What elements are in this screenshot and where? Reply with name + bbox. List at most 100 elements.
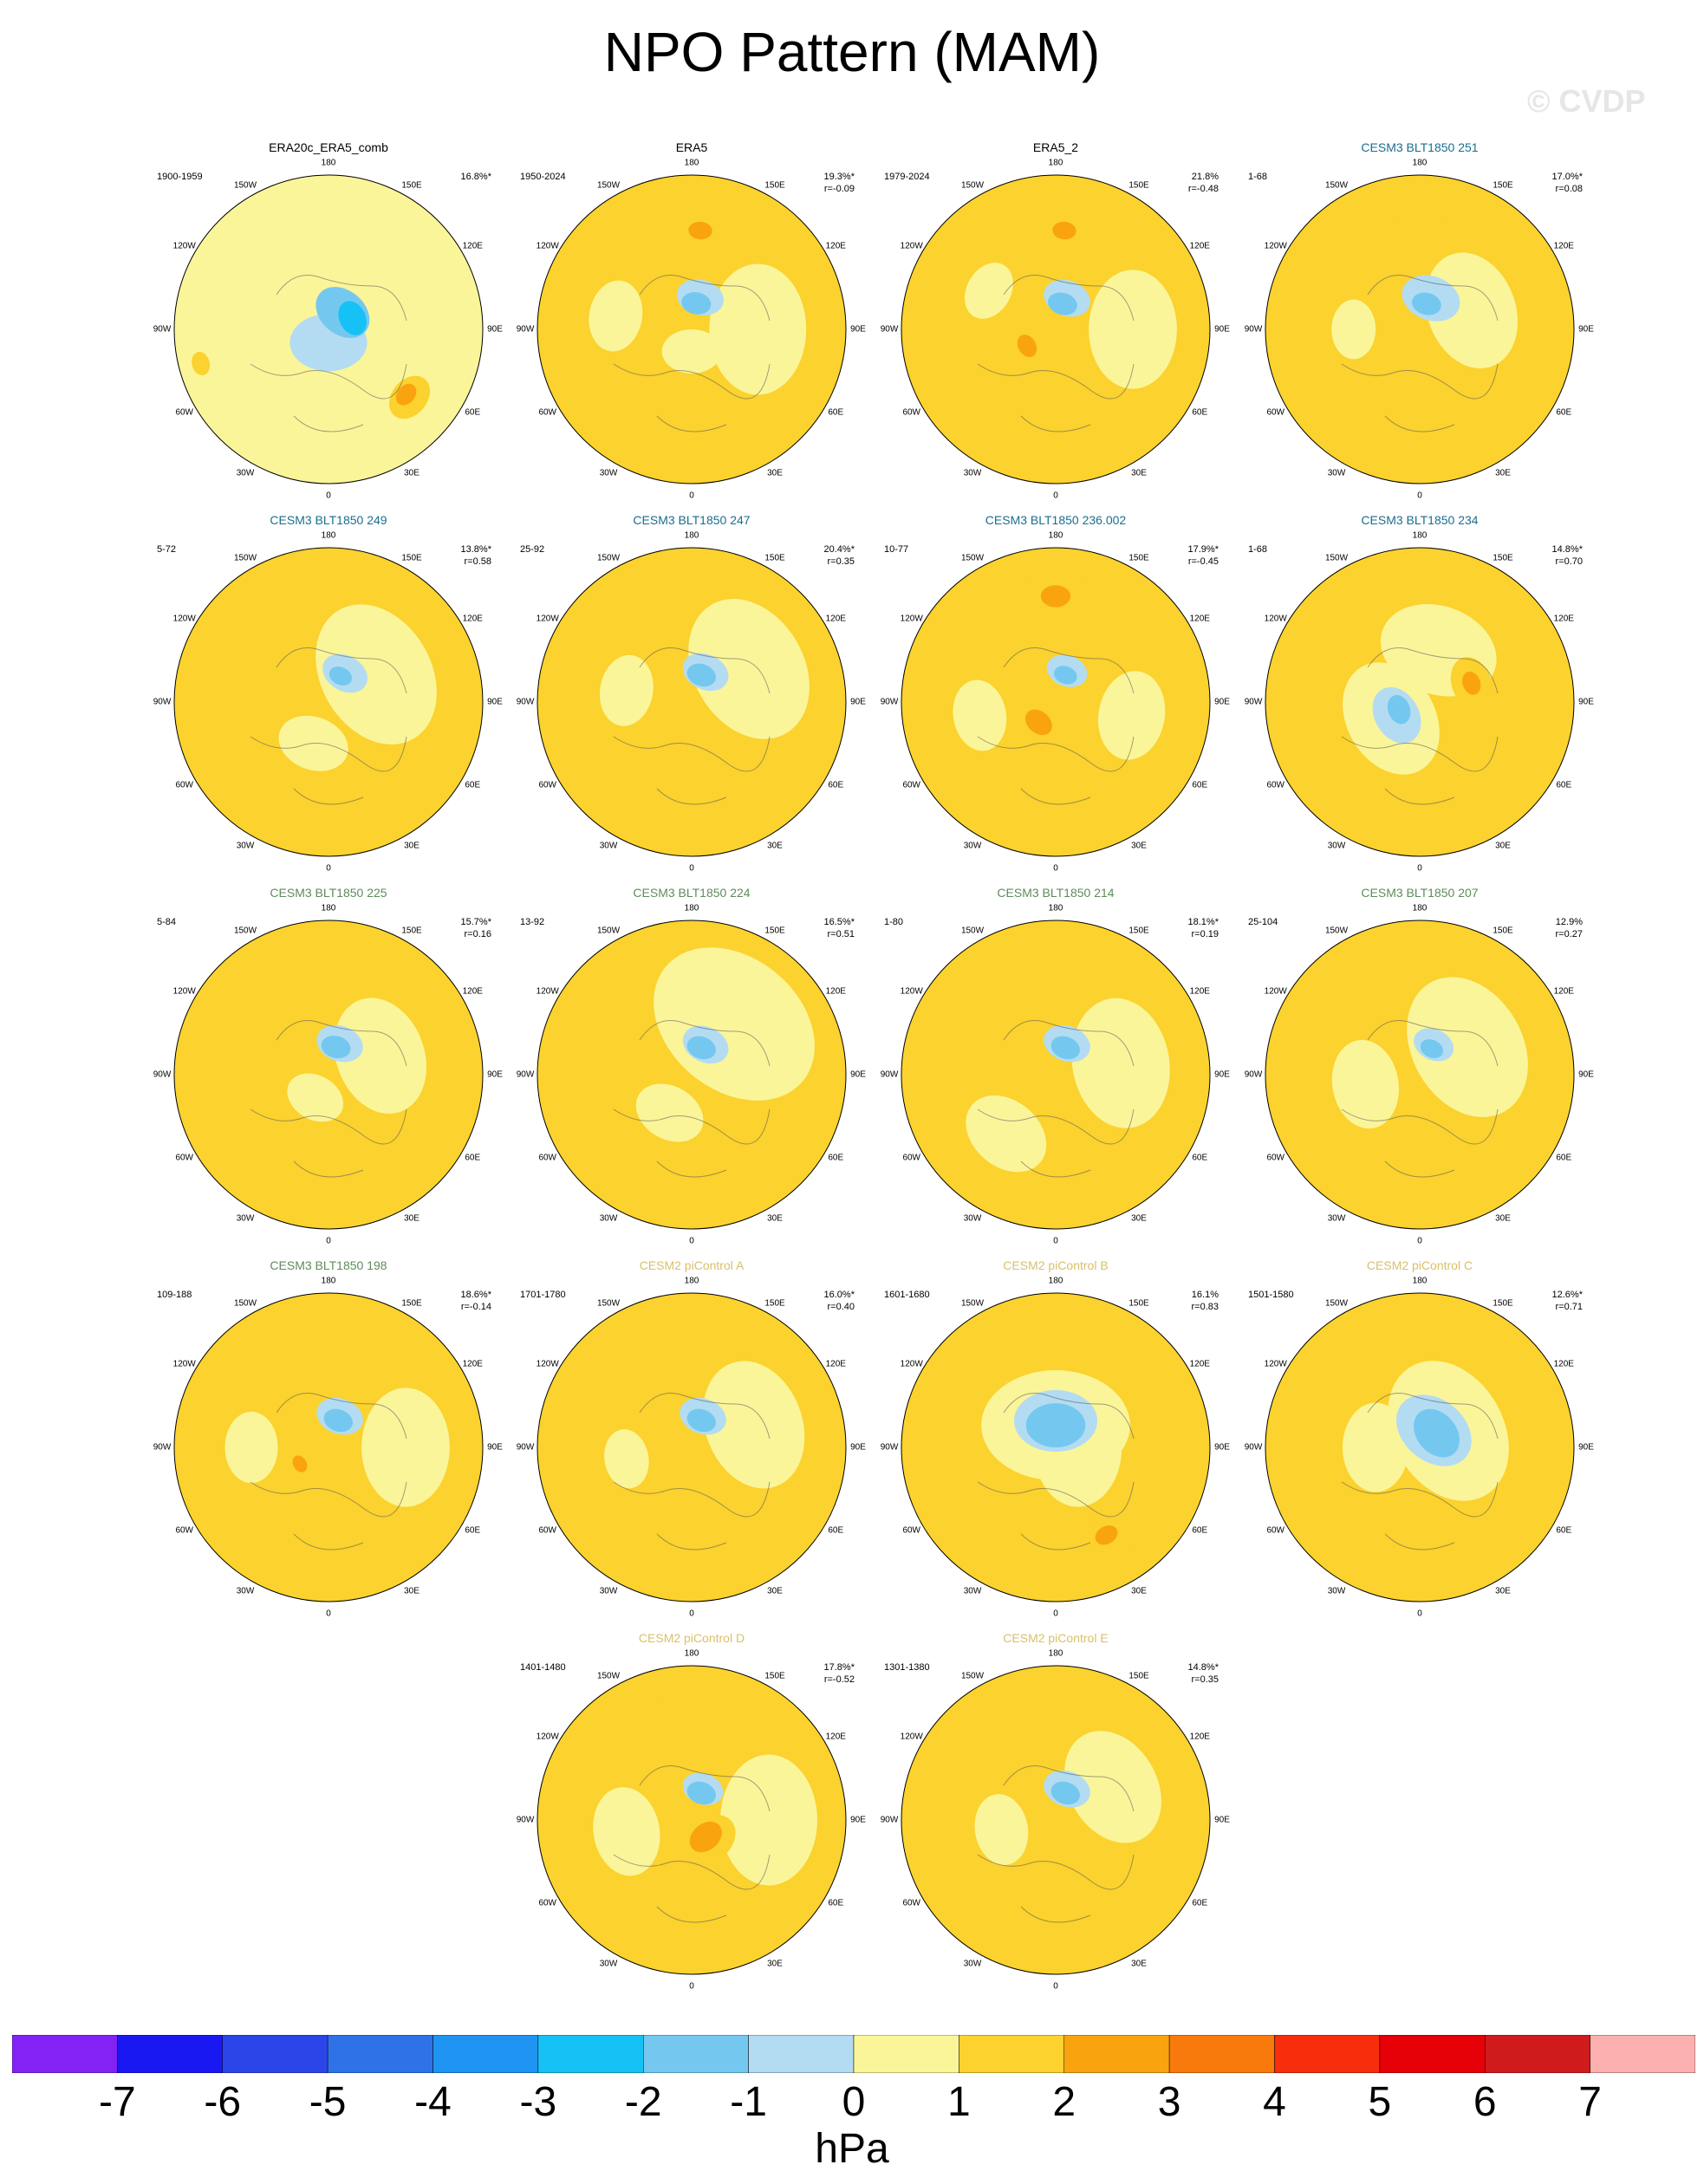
longitude-label: 150W	[233, 926, 257, 936]
map-background	[174, 1293, 483, 1602]
longitude-label: 60W	[902, 1525, 920, 1536]
longitude-label: 120W	[900, 986, 923, 997]
longitude-label: 60W	[1266, 1525, 1285, 1536]
anomaly-contour	[593, 1787, 660, 1876]
map-border	[537, 1665, 847, 1975]
colorbar-swatch	[853, 2035, 959, 2073]
longitude-label: 90W	[153, 1069, 172, 1080]
map-border	[173, 174, 484, 484]
longitude-label: 60E	[1556, 1153, 1572, 1163]
anomaly-contour	[1047, 292, 1077, 315]
anomaly-contour	[287, 1073, 344, 1122]
coastline	[977, 275, 1135, 432]
longitude-label: 30E	[404, 841, 419, 851]
anomaly-contour	[192, 351, 211, 376]
panel-years: 109-188	[157, 1290, 192, 1300]
longitude-label: 0	[326, 491, 331, 501]
longitude-label: 120E	[462, 241, 483, 251]
anomaly-contour	[965, 263, 1013, 319]
colorbar-tick-label: 6	[1473, 2079, 1497, 2125]
coastline	[977, 647, 1135, 805]
longitude-label: 0	[1417, 863, 1422, 874]
longitude-label: 150W	[1324, 180, 1349, 191]
colorbar-tick-label: -5	[309, 2079, 347, 2125]
anomaly-contour	[720, 1754, 817, 1886]
colorbar-tick-label: 2	[1052, 2079, 1076, 2125]
anomaly-contour	[1425, 252, 1518, 369]
longitude-label: 150E	[401, 1298, 422, 1309]
anomaly-contour	[292, 1455, 308, 1472]
anomaly-contour	[1393, 210, 1447, 250]
longitude-label: 150W	[1324, 1298, 1349, 1309]
longitude-label: 30E	[767, 841, 783, 851]
coastline	[613, 647, 771, 805]
map-border	[537, 920, 847, 1230]
longitude-label: 0	[1053, 1609, 1058, 1619]
anomaly-contour	[661, 329, 722, 374]
anomaly-contour	[686, 1408, 717, 1433]
longitude-label: 120E	[1553, 986, 1574, 997]
colorbar-tick-label: 5	[1368, 2079, 1392, 2125]
map-border	[173, 547, 484, 857]
panel-variance: 17.9%*	[1187, 544, 1219, 555]
colorbar-swatch	[117, 2035, 223, 2073]
longitude-label: 0	[1053, 863, 1058, 874]
longitude-label: 90W	[880, 1815, 899, 1825]
longitude-label: 30W	[963, 1213, 982, 1224]
map-background	[901, 175, 1210, 484]
longitude-label: 60E	[1192, 1153, 1208, 1163]
longitude-label: 30E	[1495, 841, 1511, 851]
panel-years: 1950-2024	[520, 172, 566, 182]
anomaly-contour	[224, 1411, 278, 1484]
colorbar-tick-label: -4	[414, 2079, 452, 2125]
longitude-label: 60E	[1556, 1525, 1572, 1536]
longitude-label: 60W	[902, 780, 920, 790]
longitude-label: 180	[1048, 903, 1063, 913]
map-panel: CESM3 BLT1850 234 1-68 14.8%* r=0.70 180 150E…	[1238, 513, 1602, 884]
longitude-label: 150E	[401, 553, 422, 563]
longitude-label: 90W	[516, 1815, 535, 1825]
panel-years: 1501-1580	[1248, 1290, 1294, 1300]
longitude-label: 150W	[233, 1298, 257, 1309]
panel-years: 5-72	[157, 544, 177, 555]
panel-correlation: r=0.35	[827, 556, 855, 567]
panel-correlation: r=0.35	[1191, 1674, 1219, 1685]
panel-variance: 19.3%*	[823, 172, 855, 182]
longitude-label: 60E	[1556, 407, 1572, 418]
panel-years: 5-84	[157, 917, 177, 927]
longitude-label: 60E	[828, 1153, 844, 1163]
panel-title: CESM2 piControl B	[1003, 1258, 1109, 1272]
page-title: NPO Pattern (MAM)	[603, 21, 1101, 83]
longitude-label: 90E	[1578, 1069, 1594, 1080]
longitude-label: 150E	[401, 180, 422, 191]
anomaly-contour	[1420, 1039, 1444, 1058]
coastline	[250, 1393, 407, 1550]
polar-map	[901, 1665, 1211, 1975]
longitude-label: 150E	[764, 180, 785, 191]
panel-title: CESM3 BLT1850 225	[270, 886, 387, 900]
polar-map	[1265, 1292, 1575, 1602]
longitude-label: 120E	[1553, 614, 1574, 624]
longitude-label: 120W	[536, 1732, 559, 1742]
longitude-label: 30W	[963, 468, 982, 478]
longitude-label: 120E	[1189, 1359, 1210, 1369]
colorbar	[12, 2035, 1695, 2073]
longitude-label: 120E	[1553, 1359, 1574, 1369]
longitude-label: 30E	[1131, 841, 1147, 851]
longitude-label: 150E	[1493, 926, 1513, 936]
map-border	[1265, 1292, 1575, 1602]
longitude-label: 0	[326, 1609, 331, 1619]
polar-map	[901, 1292, 1211, 1602]
longitude-label: 180	[1048, 1276, 1063, 1286]
map-panel: CESM3 BLT1850 225 5-84 15.7%* r=0.16 180 150E…	[146, 886, 511, 1257]
panel-years: 1401-1480	[520, 1662, 566, 1673]
longitude-label: 90E	[850, 324, 866, 335]
anomaly-contour	[361, 1388, 450, 1507]
longitude-label: 120W	[172, 1359, 196, 1369]
anomaly-contour	[1053, 666, 1077, 685]
longitude-label: 180	[321, 530, 336, 541]
panel-title: CESM2 piControl A	[639, 1258, 745, 1272]
longitude-label: 60E	[1192, 780, 1208, 790]
longitude-label: 90W	[153, 1442, 172, 1453]
panel-years: 1-80	[884, 917, 904, 927]
